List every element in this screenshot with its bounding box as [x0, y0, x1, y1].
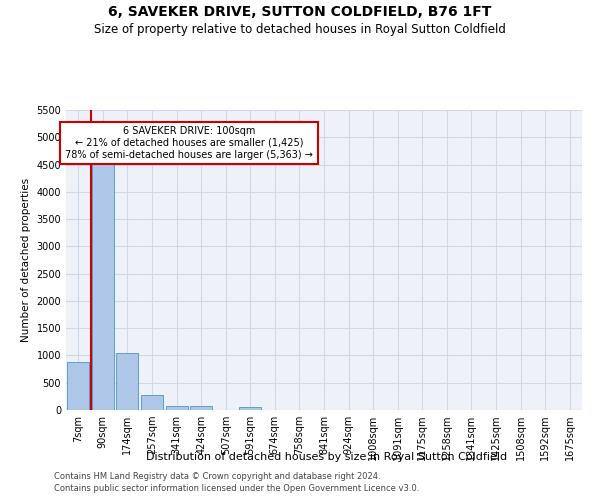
Bar [67, 362, 89, 410]
Bar [92, 162, 114, 410]
Text: 6 SAVEKER DRIVE: 100sqm
← 21% of detached houses are smaller (1,425)
78% of semi: 6 SAVEKER DRIVE: 100sqm ← 21% of detache… [65, 126, 313, 160]
Y-axis label: Number of detached properties: Number of detached properties [21, 178, 31, 342]
Text: Contains public sector information licensed under the Open Government Licence v3: Contains public sector information licen… [54, 484, 419, 493]
Text: Distribution of detached houses by size in Royal Sutton Coldfield: Distribution of detached houses by size … [146, 452, 508, 462]
Text: Size of property relative to detached houses in Royal Sutton Coldfield: Size of property relative to detached ho… [94, 22, 506, 36]
Bar [166, 406, 188, 410]
Text: 6, SAVEKER DRIVE, SUTTON COLDFIELD, B76 1FT: 6, SAVEKER DRIVE, SUTTON COLDFIELD, B76 … [109, 5, 491, 19]
Bar [190, 406, 212, 410]
Bar [141, 394, 163, 410]
Bar [116, 352, 139, 410]
Text: Contains HM Land Registry data © Crown copyright and database right 2024.: Contains HM Land Registry data © Crown c… [54, 472, 380, 481]
Bar [239, 406, 262, 410]
